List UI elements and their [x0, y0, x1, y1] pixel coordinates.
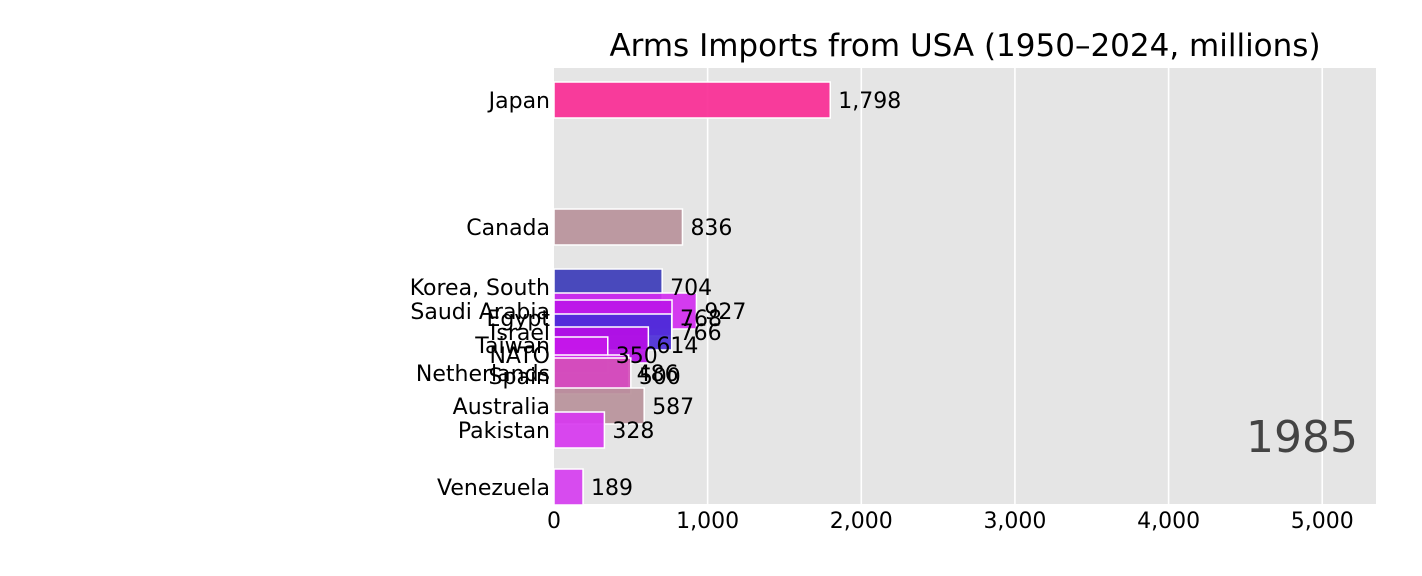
- value-label: 836: [690, 216, 732, 241]
- category-label: Taiwan: [474, 334, 550, 359]
- category-label: Spain: [489, 365, 550, 390]
- category-label: Canada: [466, 216, 550, 241]
- value-label: 766: [680, 321, 722, 346]
- category-label: Saudi Arabia: [410, 300, 550, 325]
- x-tick-label: 1,000: [676, 509, 739, 534]
- value-label: 486: [637, 362, 679, 387]
- x-tick-label: 5,000: [1291, 509, 1354, 534]
- bar-japan: [553, 81, 832, 119]
- value-label: 1,798: [838, 89, 901, 114]
- chart-title: Arms Imports from USA (1950–2024, millio…: [609, 28, 1320, 64]
- category-label: Australia: [453, 395, 550, 420]
- category-label: Israel: [490, 321, 550, 346]
- bar-canada: [553, 208, 684, 246]
- category-label: Korea, South: [410, 276, 550, 301]
- bar-venezuela: [553, 468, 584, 506]
- value-label: 350: [616, 344, 658, 369]
- value-label: 927: [704, 300, 746, 325]
- category-label: Netherlands: [416, 362, 550, 387]
- x-tick-label: 4,000: [1137, 509, 1200, 534]
- category-label: Japan: [487, 89, 550, 114]
- value-label: 587: [652, 395, 694, 420]
- value-label: 704: [670, 276, 712, 301]
- x-axis-ticks: 0 1,000 2,000 3,000 4,000 5,000: [547, 509, 1354, 534]
- value-label: 189: [591, 476, 633, 501]
- value-label: 500: [639, 365, 681, 390]
- category-label: Pakistan: [458, 419, 550, 444]
- category-label: Venezuela: [437, 476, 550, 501]
- year-label: 1985: [1246, 412, 1358, 463]
- bar-pakistan: [553, 411, 606, 449]
- x-tick-label: 3,000: [983, 509, 1046, 534]
- value-label: 614: [656, 334, 698, 359]
- x-tick-label: 2,000: [830, 509, 893, 534]
- value-label: 768: [680, 307, 722, 332]
- x-tick-label: 0: [547, 509, 561, 534]
- category-label: NATO: [489, 344, 550, 369]
- plot-background: [554, 68, 1376, 504]
- bars: [553, 81, 832, 506]
- value-label: 328: [612, 419, 654, 444]
- grid-lines: [706, 68, 1324, 504]
- category-label: Egypt: [487, 307, 551, 332]
